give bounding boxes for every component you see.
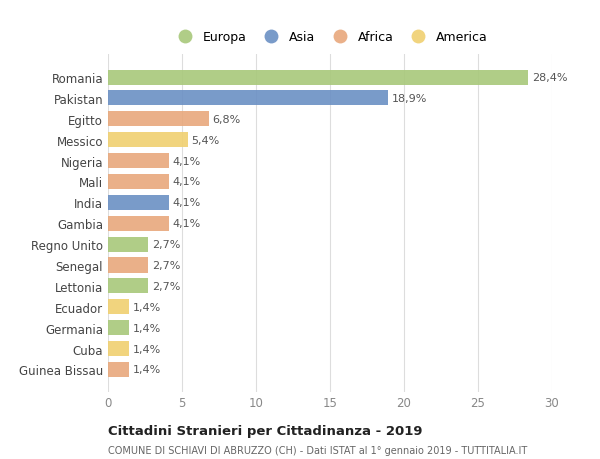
Legend: Europa, Asia, Africa, America: Europa, Asia, Africa, America bbox=[172, 31, 488, 44]
Text: 1,4%: 1,4% bbox=[133, 364, 161, 375]
Bar bbox=[108, 133, 188, 148]
Bar bbox=[108, 112, 209, 127]
Bar bbox=[108, 237, 148, 252]
Text: 4,1%: 4,1% bbox=[172, 177, 200, 187]
Text: 2,7%: 2,7% bbox=[152, 240, 180, 250]
Text: 2,7%: 2,7% bbox=[152, 260, 180, 270]
Text: 1,4%: 1,4% bbox=[133, 302, 161, 312]
Text: COMUNE DI SCHIAVI DI ABRUZZO (CH) - Dati ISTAT al 1° gennaio 2019 - TUTTITALIA.I: COMUNE DI SCHIAVI DI ABRUZZO (CH) - Dati… bbox=[108, 445, 527, 455]
Text: 4,1%: 4,1% bbox=[172, 156, 200, 166]
Bar bbox=[108, 279, 148, 294]
Text: 28,4%: 28,4% bbox=[532, 73, 568, 83]
Bar bbox=[108, 91, 388, 106]
Bar bbox=[108, 362, 129, 377]
Bar bbox=[108, 258, 148, 273]
Text: 1,4%: 1,4% bbox=[133, 344, 161, 354]
Bar bbox=[108, 320, 129, 336]
Bar bbox=[108, 196, 169, 210]
Bar bbox=[108, 300, 129, 314]
Text: 18,9%: 18,9% bbox=[391, 94, 427, 104]
Bar bbox=[108, 174, 169, 190]
Bar bbox=[108, 70, 529, 85]
Bar bbox=[108, 154, 169, 169]
Text: 1,4%: 1,4% bbox=[133, 323, 161, 333]
Text: Cittadini Stranieri per Cittadinanza - 2019: Cittadini Stranieri per Cittadinanza - 2… bbox=[108, 425, 422, 437]
Text: 5,4%: 5,4% bbox=[191, 135, 220, 146]
Bar bbox=[108, 341, 129, 356]
Bar bbox=[108, 216, 169, 231]
Text: 4,1%: 4,1% bbox=[172, 219, 200, 229]
Text: 2,7%: 2,7% bbox=[152, 281, 180, 291]
Text: 4,1%: 4,1% bbox=[172, 198, 200, 208]
Text: 6,8%: 6,8% bbox=[212, 115, 241, 124]
